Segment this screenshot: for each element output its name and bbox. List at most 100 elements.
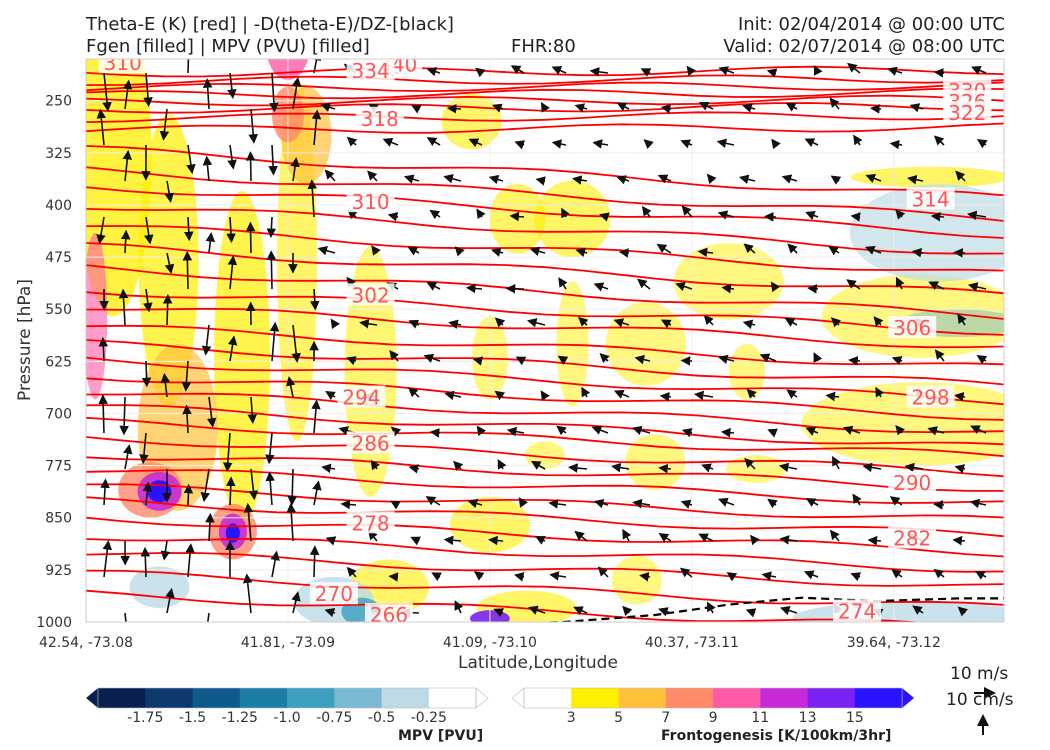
wind-vector xyxy=(346,566,357,578)
wind-vector xyxy=(658,463,672,474)
wind-vector xyxy=(637,278,651,290)
colorbar-swatch xyxy=(524,688,572,708)
wind-vector xyxy=(407,246,420,256)
wind-vector xyxy=(206,396,217,428)
wind-vectors xyxy=(96,59,988,622)
wind-vector xyxy=(895,209,906,220)
wind-vector xyxy=(265,471,275,506)
colorbar-tick-label: 15 xyxy=(846,710,864,726)
theta-e-contour xyxy=(86,552,1004,587)
colorbar-swatch xyxy=(145,688,194,708)
wind-vector xyxy=(245,151,256,182)
colorbar-swatch xyxy=(571,688,620,708)
theta-e-label: 298 xyxy=(911,385,949,409)
wind-vector xyxy=(850,572,862,582)
colorbar-swatch xyxy=(854,688,903,708)
wind-vector xyxy=(410,536,421,546)
wind-vector xyxy=(548,499,567,509)
wind-vector xyxy=(593,499,609,509)
colorbar-swatch xyxy=(618,688,667,708)
wind-vector xyxy=(140,546,151,578)
wind-vector xyxy=(389,349,400,362)
wind-vector xyxy=(862,462,882,473)
forecast-hour: FHR:80 xyxy=(511,36,576,57)
wind-reference-arrows xyxy=(974,687,996,735)
wind-vector xyxy=(205,232,216,254)
wind-vector xyxy=(98,394,108,434)
wind-vector xyxy=(159,108,170,141)
colorbar-tip-left xyxy=(511,687,525,709)
wind-vector xyxy=(371,245,381,256)
x-tick-label: 42.54, -73.08 xyxy=(39,635,133,651)
wind-vector xyxy=(426,137,441,147)
wind-vector xyxy=(804,138,819,148)
contour-label-bg xyxy=(888,470,937,493)
wind-vector xyxy=(454,600,464,614)
wind-vector xyxy=(515,356,527,366)
wind-vector xyxy=(408,387,420,398)
wind-vector xyxy=(187,59,190,74)
wind-vector xyxy=(423,353,441,363)
wind-vector xyxy=(957,313,967,326)
wind-vector xyxy=(933,135,945,146)
wind-vector xyxy=(953,248,966,258)
theta-e-label: 318 xyxy=(361,107,399,131)
wind-vector xyxy=(721,283,735,294)
wind-vector xyxy=(930,211,945,222)
wind-vector xyxy=(467,498,483,509)
theta-e-contour xyxy=(86,339,1004,386)
contour-label-bg xyxy=(364,603,413,622)
wind-vector xyxy=(716,138,735,148)
wind-vector xyxy=(907,175,924,185)
wind-vector xyxy=(557,355,569,365)
wind-vector xyxy=(720,427,735,438)
wind-vector xyxy=(285,376,296,398)
wind-vector xyxy=(426,282,441,291)
theta-e-contour xyxy=(86,469,1004,504)
theta-e-contour xyxy=(86,456,1004,492)
theta-e-label: 274 xyxy=(838,600,876,624)
wind-vector xyxy=(425,496,441,506)
colorbar-tick-label: -1.5 xyxy=(179,710,206,726)
wind-vector xyxy=(443,535,462,546)
theta-e-contour xyxy=(86,111,1004,123)
wind-vector xyxy=(616,102,630,112)
wind-vector xyxy=(785,102,798,112)
wind-vector xyxy=(248,468,259,501)
wind-vector xyxy=(803,570,819,580)
wind-vector xyxy=(578,316,589,327)
contour-label-bg xyxy=(309,582,358,605)
contour-label-bg xyxy=(888,526,937,549)
wind-vector xyxy=(551,66,567,75)
wind-vector xyxy=(967,210,987,221)
wind-vector xyxy=(616,175,630,185)
filled-contour-region xyxy=(86,232,108,400)
theta-e-label: 302 xyxy=(351,283,389,307)
wind-vector xyxy=(681,205,693,218)
wind-vector xyxy=(656,243,672,254)
wind-vector xyxy=(265,432,275,465)
wind-vector xyxy=(599,353,610,364)
y-tick-label: 325 xyxy=(45,146,72,162)
wind-vector xyxy=(183,216,194,242)
wind-vector xyxy=(660,319,672,329)
wind-vector xyxy=(476,208,486,220)
wind-vector xyxy=(591,425,609,435)
wind-vector xyxy=(266,250,277,290)
wind-vector xyxy=(269,321,280,362)
wind-vector xyxy=(245,221,256,254)
wind-vector xyxy=(955,170,966,182)
theta-e-contour xyxy=(86,87,1004,100)
wind-vector xyxy=(202,155,213,182)
wind-vector xyxy=(558,277,568,290)
colorbar-swatch xyxy=(98,688,146,708)
x-tick-label: 41.81, -73.09 xyxy=(241,635,335,651)
y-tick-label: 625 xyxy=(45,354,72,370)
wind-vector xyxy=(223,432,233,473)
wind-vector xyxy=(887,66,903,76)
wind-vector xyxy=(518,497,529,508)
contour-label-bg xyxy=(346,59,395,81)
wind-vector xyxy=(779,535,798,545)
wind-vector xyxy=(119,396,129,436)
wind-vector xyxy=(100,478,110,506)
